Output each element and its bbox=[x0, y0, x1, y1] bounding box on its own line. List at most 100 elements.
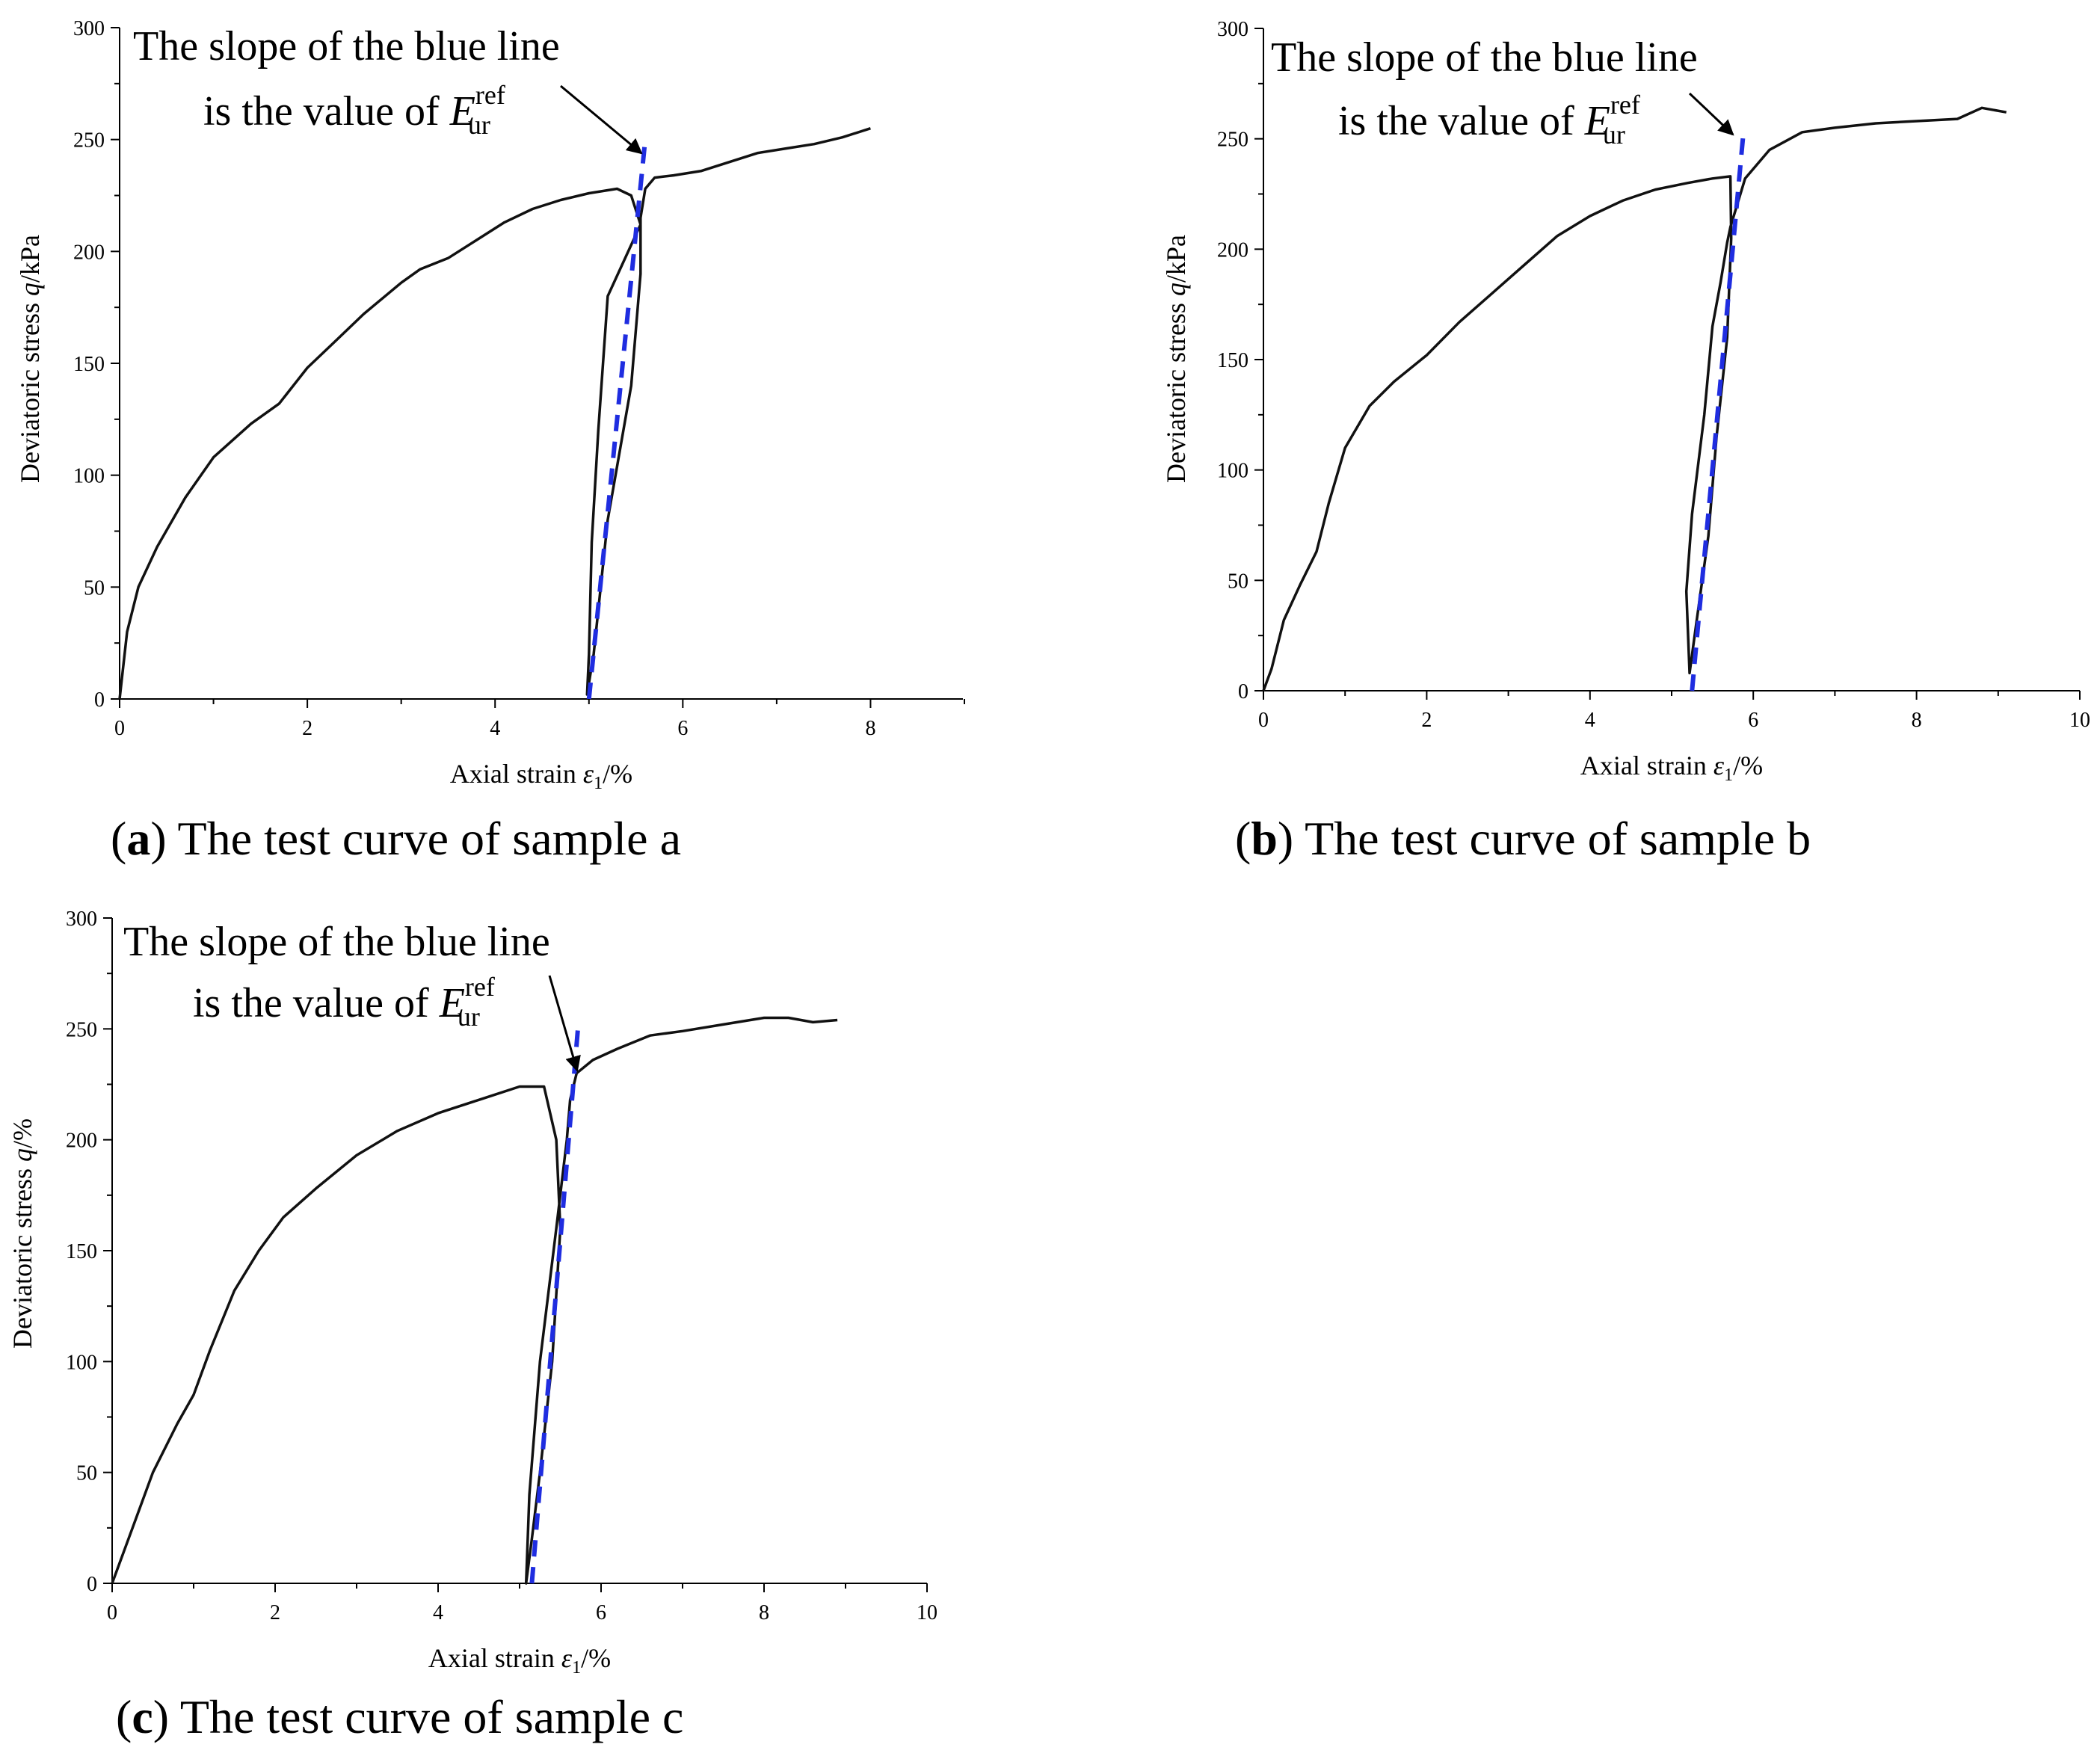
x-axis-label-unit: /% bbox=[603, 759, 632, 789]
series-test-curve-line bbox=[1262, 106, 2007, 691]
annotation-line-1: The slope of the blue line bbox=[1271, 34, 1698, 81]
caption-b-text: The test curve of sample b bbox=[1305, 812, 1811, 865]
y-tick-label: 100 bbox=[66, 1351, 97, 1374]
y-tick-label: 0 bbox=[1238, 680, 1248, 703]
x-tick-label: 8 bbox=[759, 1601, 769, 1624]
y-tick-label: 300 bbox=[66, 908, 97, 931]
x-tick-label: 0 bbox=[1258, 709, 1269, 732]
x-tick-label: 6 bbox=[1748, 709, 1758, 732]
series-unload-reload-fit-line bbox=[586, 139, 648, 700]
caption-c: (c) The test curve of sample c bbox=[116, 1690, 684, 1743]
y-tick-label: 300 bbox=[1217, 18, 1248, 41]
x-axis-label: Axial strain ε1/% bbox=[428, 1643, 611, 1678]
x-axis-label-text: Axial strain bbox=[428, 1643, 561, 1673]
chart-panel-a: 0 2 4 6 8 0 50 100 150 200 250 300 Axial strain ε1/%… bbox=[15, 17, 965, 793]
x-axis-label-text: Axial strain bbox=[450, 759, 583, 789]
y-tick-label: 200 bbox=[73, 241, 105, 264]
annotation-subscript: ur bbox=[1603, 120, 1625, 150]
annotation-subscript: ur bbox=[458, 1002, 480, 1032]
x-tick-label: 0 bbox=[107, 1601, 117, 1624]
x-tick-label: 0 bbox=[114, 717, 125, 740]
annotation-line-2: is the value of Eref ur bbox=[203, 80, 505, 140]
y-tick-label: 200 bbox=[66, 1130, 97, 1153]
x-tick-label: 2 bbox=[302, 717, 312, 740]
x-axis-label: Axial strain ε1/% bbox=[450, 759, 632, 793]
x-axis-label-subscript: 1 bbox=[1724, 766, 1733, 785]
y-tick-label: 0 bbox=[94, 689, 105, 712]
caption-a-text: The test curve of sample a bbox=[177, 812, 681, 865]
x-axis-label-subscript: 1 bbox=[594, 774, 603, 793]
annotation-arrow bbox=[560, 84, 643, 155]
annotation-text: is the value of bbox=[193, 980, 440, 1026]
y-tick-label: 150 bbox=[1217, 349, 1248, 372]
series-test-curve-line bbox=[111, 1016, 838, 1585]
y-axis-label: Deviatoric stress q/% bbox=[7, 1118, 37, 1349]
y-tick-label: 50 bbox=[1228, 570, 1248, 593]
y-tick-label: 150 bbox=[66, 1240, 97, 1263]
annotation-line-1: The slope of the blue line bbox=[123, 919, 550, 965]
annotation-symbol: E bbox=[439, 980, 465, 1026]
annotation-superscript: ref bbox=[475, 80, 505, 110]
y-axis-label-text: Deviatoric stress bbox=[1161, 296, 1191, 483]
annotation-superscript: ref bbox=[465, 972, 495, 1002]
annotation-symbol: E bbox=[449, 88, 475, 135]
x-tick-label: 4 bbox=[1585, 709, 1595, 732]
x-axis-label-symbol: ε bbox=[1713, 751, 1725, 780]
annotation-line-2: is the value of Eref ur bbox=[1338, 90, 1640, 150]
annotation-arrow bbox=[548, 975, 581, 1073]
x-axis-label-text: Axial strain bbox=[1580, 751, 1713, 780]
x-tick-label: 2 bbox=[270, 1601, 280, 1624]
caption-a-label: a bbox=[126, 812, 151, 865]
y-tick-label: 200 bbox=[1217, 238, 1248, 262]
x-tick-label: 6 bbox=[596, 1601, 606, 1624]
y-axis-label-symbol: q bbox=[15, 283, 45, 296]
caption-a: (a) The test curve of sample a bbox=[111, 812, 681, 865]
x-axis-label-unit: /% bbox=[1733, 751, 1763, 780]
y-tick-label: 50 bbox=[76, 1462, 97, 1485]
x-axis-label: Axial strain ε1/% bbox=[1580, 751, 1763, 785]
x-tick-label: 10 bbox=[917, 1601, 937, 1624]
y-tick-label: 250 bbox=[73, 129, 105, 153]
y-tick-label: 300 bbox=[73, 17, 105, 40]
y-axis-label-unit: /kPa bbox=[1161, 235, 1191, 283]
x-tick-label: 2 bbox=[1421, 709, 1432, 732]
x-tick-label: 8 bbox=[865, 717, 875, 740]
y-axis-label-unit: /kPa bbox=[15, 235, 45, 283]
annotation-line-2: is the value of Eref ur bbox=[193, 972, 495, 1032]
caption-b: (b) The test curve of sample b bbox=[1235, 812, 1811, 865]
y-tick-label: 250 bbox=[66, 1018, 97, 1041]
x-tick-label: 4 bbox=[490, 717, 500, 740]
x-tick-label: 10 bbox=[2069, 709, 2090, 732]
annotation-subscript: ur bbox=[468, 110, 490, 140]
y-axis-label-text: Deviatoric stress bbox=[7, 1162, 37, 1349]
y-tick-label: 100 bbox=[73, 465, 105, 488]
series-unload-reload-fit-line bbox=[529, 1024, 581, 1584]
y-tick-label: 250 bbox=[1217, 129, 1248, 152]
annotation-line-1: The slope of the blue line bbox=[133, 23, 560, 70]
y-axis-label: Deviatoric stress q/kPa bbox=[1161, 235, 1191, 483]
annotation-superscript: ref bbox=[1610, 90, 1640, 120]
annotation-arrow bbox=[1688, 92, 1734, 136]
x-tick-label: 6 bbox=[677, 717, 688, 740]
x-axis-label-subscript: 1 bbox=[572, 1658, 581, 1678]
x-axis-label-symbol: ε bbox=[583, 759, 594, 789]
y-tick-label: 50 bbox=[84, 576, 105, 600]
annotation-text: is the value of bbox=[203, 88, 450, 135]
caption-c-text: The test curve of sample c bbox=[179, 1690, 684, 1743]
x-tick-label: 8 bbox=[1912, 709, 1922, 732]
x-axis-label-symbol: ε bbox=[561, 1643, 573, 1673]
annotation-symbol: E bbox=[1584, 98, 1610, 144]
y-tick-label: 100 bbox=[1217, 460, 1248, 483]
y-axis-label-text: Deviatoric stress bbox=[15, 296, 45, 483]
x-tick-label: 4 bbox=[433, 1601, 443, 1624]
y-tick-label: 150 bbox=[73, 353, 105, 376]
caption-c-label: c bbox=[132, 1690, 153, 1743]
y-axis-label: Deviatoric stress q/kPa bbox=[15, 235, 45, 483]
x-axis-label-unit: /% bbox=[581, 1643, 611, 1673]
caption-b-label: b bbox=[1251, 812, 1278, 865]
y-axis-label-symbol: q bbox=[1161, 283, 1191, 296]
y-tick-label: 0 bbox=[87, 1573, 97, 1596]
y-axis-label-symbol: q bbox=[7, 1148, 37, 1162]
